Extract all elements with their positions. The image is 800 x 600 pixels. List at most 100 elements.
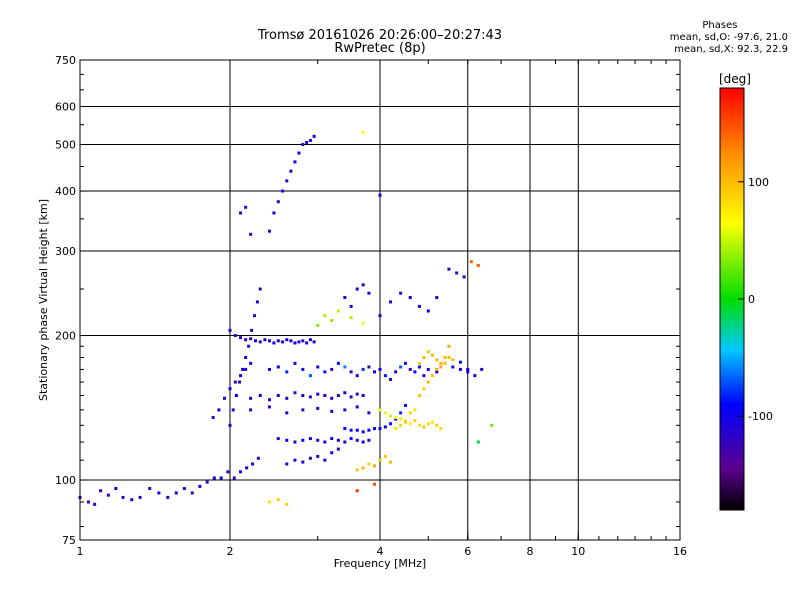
x-tick-label: 16 — [673, 545, 687, 558]
data-point — [378, 427, 382, 431]
x-axis-label: Frequency [MHz] — [334, 557, 426, 570]
data-point — [413, 370, 417, 374]
data-point — [439, 427, 443, 431]
data-point — [394, 415, 398, 419]
data-point — [367, 291, 371, 295]
data-point — [308, 374, 312, 378]
data-point — [276, 394, 280, 398]
phase-stats: Phases mean, sd,O: -97.6, 21.0 mean, sd,… — [670, 20, 788, 56]
data-point — [389, 377, 393, 381]
x-tick-label: 4 — [377, 545, 384, 558]
data-point — [361, 394, 365, 398]
data-point — [308, 395, 312, 399]
y-axis: 75 100 200 300 400 500 600 750 — [55, 54, 680, 547]
data-point — [490, 423, 494, 427]
data-point — [466, 367, 470, 371]
data-point — [247, 344, 251, 348]
data-point — [403, 419, 407, 423]
data-point — [267, 405, 271, 409]
data-point — [469, 260, 473, 264]
data-point — [443, 361, 447, 365]
data-point — [276, 437, 280, 441]
x-tick-label: 6 — [464, 545, 471, 558]
data-point — [258, 394, 262, 398]
data-point — [355, 468, 359, 472]
data-point — [312, 340, 316, 344]
data-point — [245, 466, 249, 470]
data-point — [417, 365, 421, 369]
data-point — [343, 408, 347, 412]
y-tick-label: 200 — [55, 330, 76, 343]
data-point — [276, 339, 280, 343]
data-point — [447, 355, 451, 359]
colorbar-tick-label: 0 — [748, 293, 755, 306]
data-point — [367, 365, 371, 369]
data-point — [367, 411, 371, 415]
data-point — [253, 339, 257, 343]
data-point — [378, 408, 382, 412]
data-point — [466, 370, 470, 374]
data-point — [205, 480, 209, 484]
data-point — [367, 462, 371, 466]
data-point — [417, 361, 421, 365]
data-point — [480, 367, 484, 371]
data-point — [399, 423, 403, 427]
data-point — [361, 466, 365, 470]
data-point — [378, 193, 382, 197]
data-point — [198, 484, 202, 488]
data-point — [297, 340, 301, 344]
data-point — [157, 491, 161, 495]
data-point — [361, 430, 365, 434]
x-axis: 1 2 4 6 8 10 16 — [77, 60, 687, 558]
data-point — [361, 283, 365, 287]
y-tick-label: 500 — [55, 139, 76, 152]
data-point — [285, 411, 289, 415]
data-point — [293, 361, 297, 365]
data-point — [241, 367, 245, 371]
data-point — [343, 391, 347, 395]
grid — [80, 60, 680, 540]
phase-stats-o: mean, sd,O: -97.6, 21.0 — [669, 32, 788, 43]
data-point — [355, 489, 359, 493]
data-point — [349, 370, 353, 374]
data-point — [355, 392, 359, 396]
data-point — [258, 287, 262, 291]
data-point — [323, 394, 327, 398]
data-point — [431, 374, 435, 378]
data-point — [451, 358, 455, 362]
data-point — [417, 304, 421, 308]
data-point — [422, 387, 426, 391]
data-point — [431, 420, 435, 424]
chart-title: Tromsø 20161026 20:26:00–20:27:43 — [257, 28, 503, 43]
data-point — [121, 495, 125, 499]
data-point — [249, 361, 253, 365]
data-point — [244, 367, 248, 371]
data-point — [431, 353, 435, 357]
data-point — [373, 482, 377, 486]
data-point — [426, 350, 430, 354]
data-point — [316, 454, 320, 458]
data-point — [439, 361, 443, 365]
data-point — [435, 423, 439, 427]
colorbar-tick-label: 100 — [748, 176, 769, 189]
data-point — [378, 458, 382, 462]
data-point — [408, 422, 412, 426]
data-point — [285, 370, 289, 374]
data-point — [408, 367, 412, 371]
data-point — [389, 300, 393, 304]
data-point — [285, 179, 289, 183]
data-point — [349, 437, 353, 441]
data-point — [462, 275, 466, 279]
x-tick-label: 10 — [571, 545, 585, 558]
data-point — [293, 341, 297, 345]
data-point — [413, 408, 417, 412]
data-point — [330, 451, 334, 455]
data-point — [239, 374, 243, 378]
data-point — [249, 232, 253, 236]
data-point — [383, 374, 387, 378]
data-point — [267, 398, 271, 402]
colorbar-tick-label: -100 — [748, 410, 773, 423]
data-point — [293, 458, 297, 462]
data-point — [267, 229, 271, 233]
data-point — [226, 470, 230, 474]
